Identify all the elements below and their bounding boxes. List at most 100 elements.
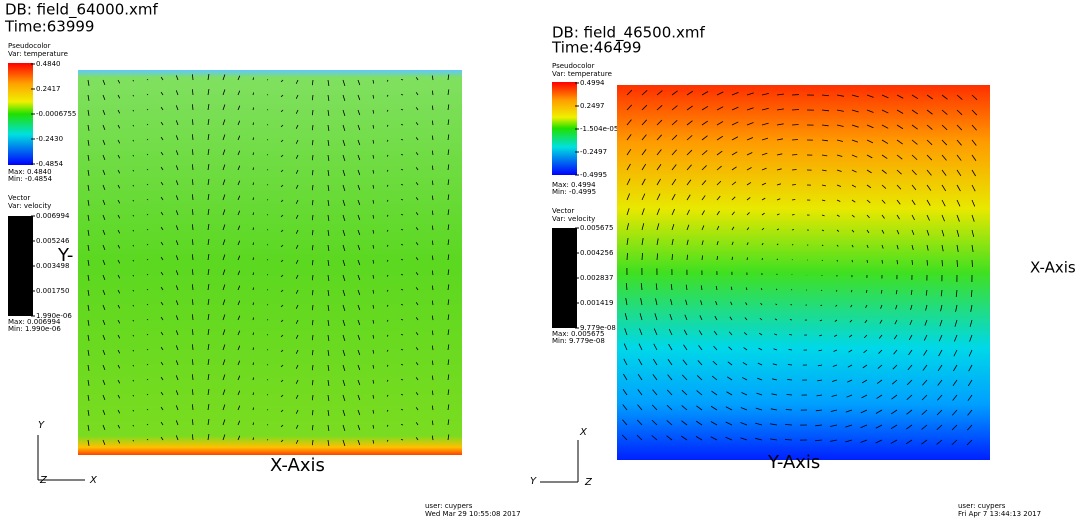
vector-glyph — [791, 214, 795, 216]
vector-glyph — [415, 377, 419, 381]
vector-glyph — [295, 349, 299, 354]
vector-glyph — [701, 210, 705, 216]
vector-glyph — [726, 391, 733, 396]
vector-glyph — [671, 90, 678, 96]
vector-glyph — [926, 124, 933, 130]
vector-glyph — [941, 199, 946, 207]
vector-glyph — [117, 229, 121, 234]
vector-glyph — [175, 240, 179, 246]
vector-glyph — [280, 124, 284, 128]
vector-glyph — [863, 349, 868, 354]
legend-label: 0.2417 — [36, 85, 61, 93]
vector-glyph — [357, 349, 361, 356]
vector-glyph — [776, 198, 781, 201]
vector-glyph — [327, 334, 330, 341]
vector-glyph — [327, 139, 330, 146]
vector-glyph — [956, 214, 960, 222]
right-panel: DB: field_46500.xmf Time:46499 Pseudocol… — [530, 24, 1076, 519]
vector-glyph — [400, 304, 404, 306]
vector-glyph — [890, 439, 898, 444]
vector-glyph — [911, 214, 915, 221]
vector-glyph — [311, 199, 314, 206]
vector-glyph — [117, 199, 121, 204]
vector-glyph — [866, 94, 874, 98]
vector-glyph — [926, 259, 928, 266]
vector-glyph — [836, 139, 844, 142]
vector-glyph — [954, 334, 958, 342]
vector-glyph — [237, 135, 241, 141]
vector-glyph — [744, 317, 748, 321]
vector-glyph — [971, 169, 976, 177]
vector-glyph — [222, 434, 226, 441]
vector-glyph — [431, 195, 434, 201]
vector-glyph — [237, 435, 241, 441]
vector-glyph — [160, 226, 164, 231]
vector-glyph — [342, 349, 346, 356]
vector-glyph — [386, 274, 389, 277]
vector-glyph — [400, 184, 404, 186]
vector-glyph — [160, 196, 164, 201]
vector-glyph — [447, 149, 450, 156]
vector-glyph — [431, 225, 434, 231]
vector-glyph — [102, 244, 106, 251]
vector-glyph — [716, 106, 724, 111]
vector-glyph — [651, 419, 658, 426]
vector-glyph — [342, 424, 346, 431]
vector-glyph — [87, 424, 90, 431]
vector-glyph — [715, 286, 718, 291]
vector-glyph — [237, 75, 241, 81]
vector-glyph — [731, 181, 737, 186]
vector-glyph — [926, 109, 933, 115]
vector-glyph — [636, 419, 643, 426]
vector-glyph — [881, 244, 884, 249]
vector-glyph — [102, 199, 106, 206]
vector-glyph — [87, 94, 90, 101]
legend-label: -0.4854 — [36, 160, 64, 168]
vector-glyph — [280, 424, 284, 428]
vector-glyph — [372, 334, 375, 339]
vector-max: Max: 0.006994 — [8, 318, 61, 326]
vector-glyph — [237, 180, 241, 186]
vector-glyph — [866, 244, 869, 249]
vector-glyph — [791, 244, 794, 246]
y-axis-title: Y- — [57, 245, 73, 266]
vector-glyph — [222, 149, 226, 156]
date: Fri Apr 7 13:44:13 2017 — [958, 510, 1041, 518]
vector-glyph — [146, 438, 149, 441]
vector-glyph — [666, 404, 673, 411]
vector-glyph — [831, 394, 838, 397]
vector-glyph — [117, 409, 121, 414]
vector-glyph — [386, 364, 389, 367]
vector-glyph — [639, 313, 643, 321]
vector-glyph — [207, 133, 210, 141]
vector-glyph — [146, 363, 149, 366]
vector-glyph — [866, 184, 872, 189]
vector-glyph — [776, 168, 782, 171]
vector-glyph — [295, 364, 299, 369]
vector-glyph — [653, 343, 658, 351]
vector-glyph — [716, 225, 720, 231]
vector-min: Min: 9.779e-08 — [552, 337, 605, 345]
vector-glyph — [295, 409, 299, 414]
legend-var: Var: temperature — [8, 50, 68, 58]
vector-glyph — [851, 214, 855, 218]
vector-glyph — [881, 229, 885, 234]
vector-glyph — [372, 154, 375, 159]
vector-glyph — [621, 434, 628, 441]
vector-glyph — [666, 435, 673, 441]
vector-glyph — [850, 289, 853, 293]
vector-glyph — [671, 254, 673, 261]
vector-glyph — [132, 229, 134, 232]
vector-glyph — [132, 199, 134, 202]
vector-glyph — [641, 104, 648, 111]
vector-glyph — [819, 319, 823, 322]
vector-glyph — [415, 392, 419, 396]
vector-glyph — [835, 304, 838, 307]
vector-glyph — [761, 197, 766, 201]
vector-glyph — [132, 169, 134, 172]
vector-glyph — [146, 183, 149, 186]
vector-glyph — [386, 94, 389, 97]
vector-glyph — [622, 419, 628, 426]
vector-glyph — [415, 407, 419, 411]
vector-glyph — [280, 334, 284, 338]
